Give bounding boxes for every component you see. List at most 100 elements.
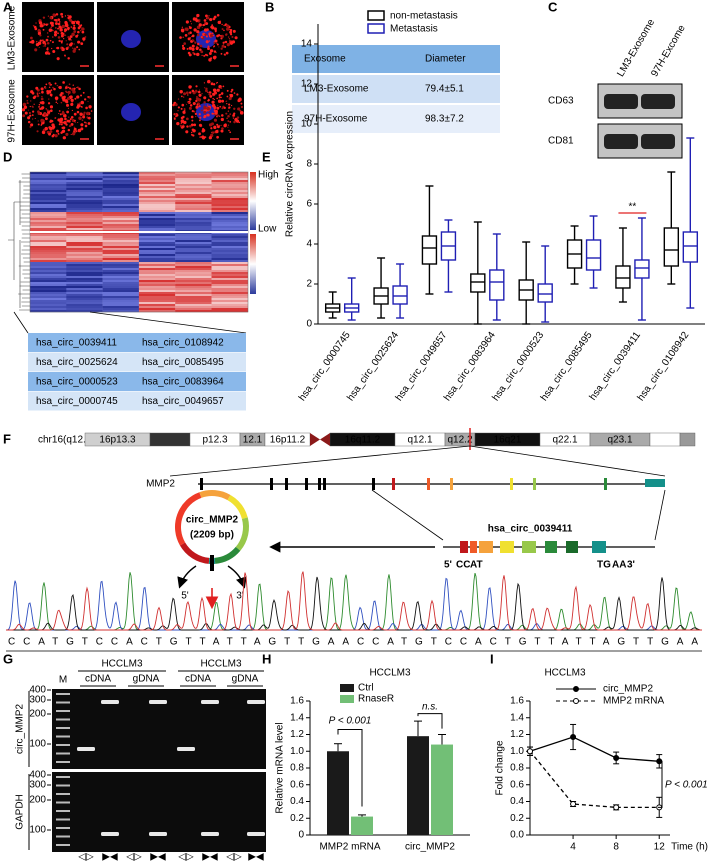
ladder-band: [56, 810, 70, 812]
signal-dot: [48, 132, 51, 136]
signal-dot: [201, 27, 203, 29]
sequence-end: TG: [597, 560, 611, 571]
band-label: 16q11.2: [345, 435, 381, 446]
exon: [200, 478, 203, 490]
heatmap-cell: [175, 176, 212, 179]
table-cell: Exosome: [304, 54, 346, 65]
signal-dot: [176, 112, 178, 115]
signal-dot: [177, 98, 180, 100]
signal-dot: [65, 91, 67, 93]
heatmap-cell: [175, 186, 212, 189]
heatmap-cell: [102, 182, 140, 185]
heatmap-cell: [211, 268, 248, 271]
heatmap-cell: [211, 232, 248, 235]
signal-dot: [51, 21, 54, 25]
signal-dot: [216, 106, 220, 110]
heatmap-cell: [175, 204, 212, 207]
signal-dot: [204, 53, 208, 56]
signal-dot: [57, 27, 60, 30]
panel-label: C: [548, 0, 558, 14]
y-tick-label: 0.4: [290, 796, 304, 807]
panel-label: B: [265, 0, 274, 14]
row-label: LM3-Exosome: [7, 5, 18, 70]
heatmap-cell: [138, 250, 176, 253]
signal-dot: [228, 96, 232, 101]
heatmap-cell: [138, 234, 176, 237]
heatmap-cell: [175, 280, 212, 283]
chromatogram-trace: [5, 577, 702, 631]
signal-dot: [199, 48, 202, 51]
signal-dot: [54, 134, 58, 138]
heatmap-cell: [102, 262, 140, 265]
signal-dot: [215, 82, 218, 84]
heatmap-cell: [138, 276, 176, 279]
heatmap-cell: [175, 252, 212, 255]
signal-dot: [182, 115, 185, 119]
signal-dot: [47, 47, 49, 49]
signal-dot: [227, 114, 230, 118]
signal-dot: [81, 119, 84, 122]
heatmap-cell: [138, 308, 176, 311]
signal-dot: [41, 90, 44, 94]
heatmap-cell: [175, 270, 212, 273]
y-tick-label: 10: [301, 119, 313, 130]
signal-dot: [46, 32, 49, 34]
heatmap-cell: [30, 178, 67, 181]
signal-dot: [212, 88, 215, 91]
signal-dot: [27, 120, 31, 124]
signal-dot: [183, 96, 185, 98]
signal-dot: [195, 20, 198, 23]
sequence-end: 5': [444, 560, 452, 571]
heatmap-cell: [66, 210, 103, 213]
signal-dot: [217, 129, 219, 131]
table-row: [292, 105, 500, 133]
heatmap-cell: [66, 308, 103, 311]
signal-dot: [207, 47, 210, 51]
signal-dot: [195, 90, 198, 93]
signal-dot: [201, 54, 203, 57]
signal-dot: [39, 107, 42, 110]
signal-dot: [223, 24, 225, 27]
heatmap-cell: [30, 280, 67, 283]
heatmap-cell: [30, 202, 67, 205]
heatmap-cell: [30, 224, 67, 227]
chromosome-band: [649, 432, 681, 447]
heatmap-cell: [102, 176, 140, 179]
signal-dot: [215, 129, 219, 134]
heatmap-cell: [102, 202, 140, 205]
circ-arc: [214, 546, 241, 564]
heatmap-cell: [102, 284, 140, 287]
y-tick-label: 0: [298, 830, 304, 841]
signal-dot: [82, 91, 85, 94]
signal-dot: [76, 34, 79, 37]
signal-dot: [52, 29, 54, 32]
bar: [327, 751, 349, 835]
heatmap-cell: [211, 178, 248, 181]
scale-label: High: [258, 170, 279, 181]
signal-dot: [238, 121, 241, 124]
signal-dot: [77, 104, 81, 108]
signal-dot: [197, 42, 200, 46]
signal-dot: [55, 13, 59, 16]
signal-dot: [48, 113, 50, 115]
zoom-lines: [371, 489, 666, 541]
heatmap-cell: [211, 218, 248, 221]
signal-dot: [58, 110, 61, 112]
signal-dot: [179, 124, 182, 127]
point: [570, 734, 577, 741]
x-tick-label: hsa_circ_0108942: [636, 330, 692, 404]
ladder-band: [56, 827, 70, 829]
ladder-band: [56, 835, 70, 838]
heatmap-cell: [30, 250, 67, 253]
nucleus: [121, 103, 141, 121]
signal-dot: [208, 92, 212, 96]
signal-dot: [228, 94, 231, 96]
heatmap-cell: [175, 216, 212, 219]
heatmap-cell: [175, 264, 212, 267]
chart-title: HCCLM3: [544, 668, 586, 679]
signal-dot: [51, 47, 53, 50]
signal-dot: [40, 124, 42, 126]
signal-dot: [87, 100, 89, 103]
heatmap-cell: [175, 286, 212, 289]
signal-dot: [47, 15, 50, 17]
